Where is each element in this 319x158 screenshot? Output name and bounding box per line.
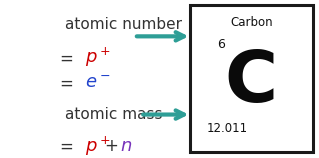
Text: $e^-$: $e^-$ xyxy=(85,74,110,92)
Text: 6: 6 xyxy=(217,38,225,51)
Text: $= $: $= $ xyxy=(56,49,73,67)
Text: atomic number: atomic number xyxy=(65,17,182,32)
Text: 12.011: 12.011 xyxy=(207,122,248,135)
Text: $= $: $= $ xyxy=(56,137,73,155)
Text: Carbon: Carbon xyxy=(230,16,272,29)
Text: atomic mass: atomic mass xyxy=(65,107,163,122)
Bar xyxy=(190,5,313,152)
Text: $= $: $= $ xyxy=(56,74,73,92)
Text: $p^+$: $p^+$ xyxy=(85,46,110,69)
Text: $+$: $+$ xyxy=(104,137,118,155)
Text: $n$: $n$ xyxy=(120,137,132,155)
Text: $p^+$: $p^+$ xyxy=(85,134,110,158)
Text: C: C xyxy=(225,48,278,117)
